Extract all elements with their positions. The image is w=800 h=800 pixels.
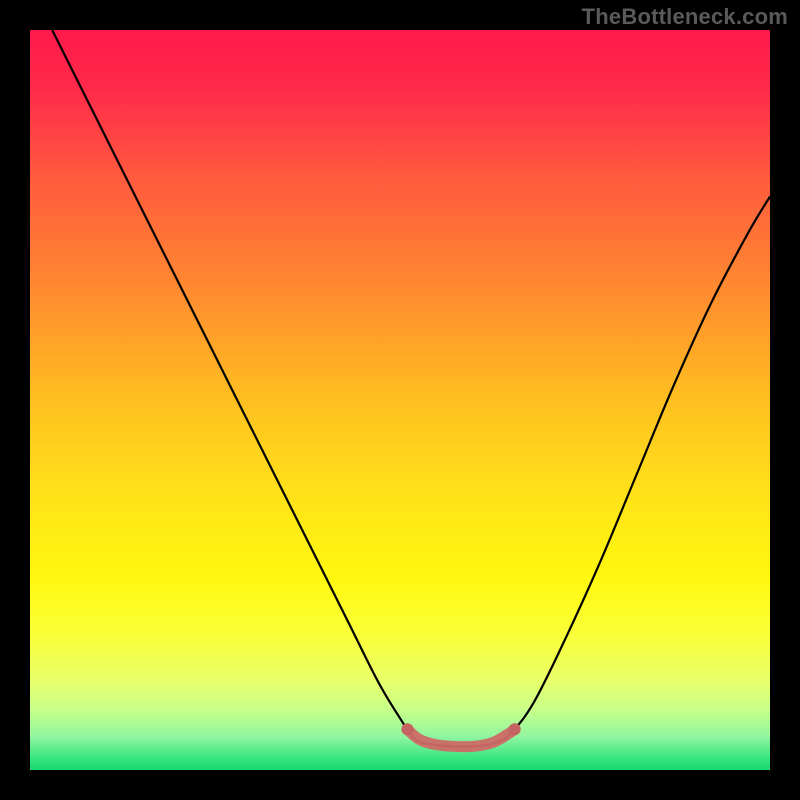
optimal-range-start-marker: [401, 723, 413, 735]
chart-plot-background: [30, 30, 770, 770]
bottleneck-chart: [0, 0, 800, 800]
optimal-range-end-marker: [509, 723, 521, 735]
watermark-text: TheBottleneck.com: [582, 4, 788, 30]
